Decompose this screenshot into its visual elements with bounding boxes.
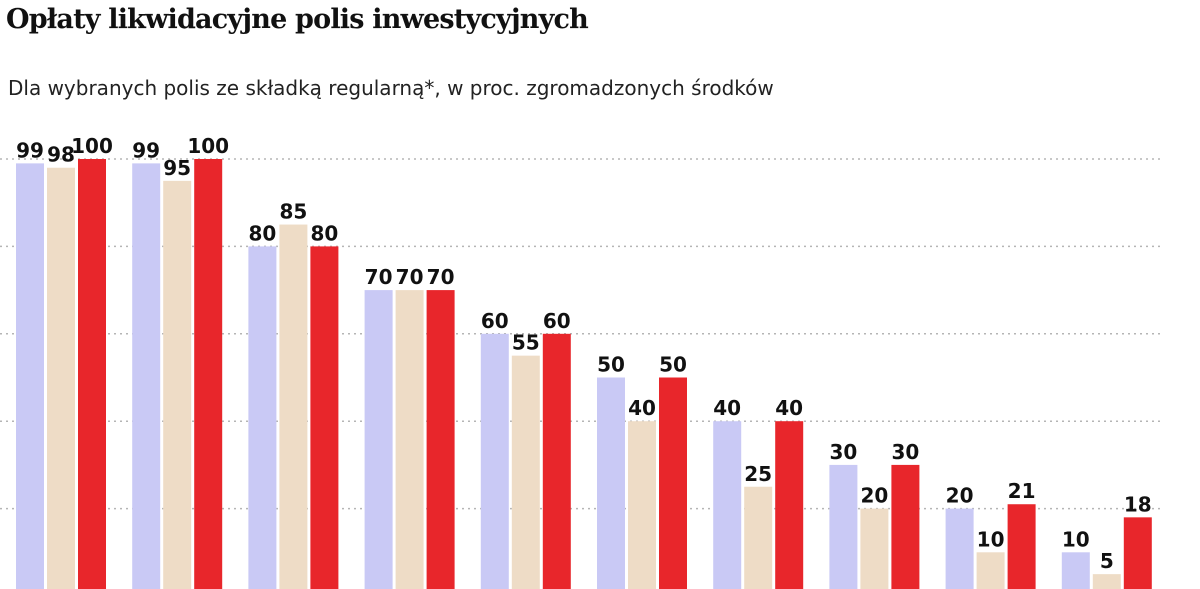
value-label: 5 bbox=[1100, 549, 1114, 573]
value-label: 99 bbox=[132, 138, 160, 162]
bar-series-1 bbox=[713, 421, 742, 589]
value-label: 80 bbox=[248, 221, 276, 245]
value-label: 40 bbox=[713, 396, 741, 420]
value-label: 25 bbox=[744, 462, 772, 486]
value-label: 30 bbox=[891, 440, 919, 464]
bar-series-3 bbox=[78, 159, 106, 589]
bar-series-3 bbox=[310, 246, 339, 589]
bar-series-3 bbox=[659, 377, 687, 589]
bar-series-1 bbox=[597, 377, 625, 589]
chart-subtitle: Dla wybranych polis ze składką regularną… bbox=[8, 76, 774, 100]
bar-series-1 bbox=[480, 333, 509, 589]
bar-series-2 bbox=[511, 355, 540, 589]
bar-series-3 bbox=[194, 159, 223, 589]
value-label: 50 bbox=[659, 353, 687, 377]
value-label: 20 bbox=[860, 484, 888, 508]
value-label: 21 bbox=[1008, 479, 1036, 503]
value-label: 18 bbox=[1124, 492, 1152, 516]
bar-series-2 bbox=[744, 486, 773, 589]
bar-series-2 bbox=[860, 508, 889, 589]
value-label: 100 bbox=[71, 134, 113, 158]
bar-series-2 bbox=[279, 224, 308, 589]
bar-series-2 bbox=[395, 290, 424, 589]
bar-series-1 bbox=[945, 508, 974, 589]
value-label: 99 bbox=[16, 138, 44, 162]
value-label: 40 bbox=[628, 396, 656, 420]
value-label: 100 bbox=[187, 134, 229, 158]
bar-series-1 bbox=[1061, 552, 1090, 589]
value-label: 95 bbox=[163, 156, 191, 180]
value-label: 40 bbox=[775, 396, 803, 420]
bars bbox=[16, 159, 1152, 589]
bar-series-1 bbox=[364, 290, 393, 589]
bar-series-2 bbox=[1092, 574, 1121, 589]
bar-series-1 bbox=[248, 246, 277, 589]
bar-series-2 bbox=[47, 167, 75, 589]
value-label: 50 bbox=[597, 353, 625, 377]
value-label: 10 bbox=[1062, 527, 1090, 551]
bar-series-1 bbox=[16, 163, 44, 589]
bar-series-3 bbox=[1123, 517, 1152, 589]
value-label: 80 bbox=[310, 221, 338, 245]
value-label: 55 bbox=[512, 331, 540, 355]
bar-series-3 bbox=[891, 464, 920, 589]
bar-series-2 bbox=[976, 552, 1005, 589]
value-label: 70 bbox=[427, 265, 455, 289]
value-label: 98 bbox=[47, 143, 75, 167]
value-label: 10 bbox=[977, 527, 1005, 551]
bar-series-3 bbox=[775, 421, 804, 589]
bar-series-1 bbox=[132, 163, 161, 589]
value-label: 70 bbox=[365, 265, 393, 289]
bar-series-2 bbox=[628, 421, 656, 589]
value-label: 60 bbox=[543, 309, 571, 333]
bar-series-3 bbox=[542, 333, 571, 589]
value-label: 60 bbox=[481, 309, 509, 333]
value-label: 30 bbox=[829, 440, 857, 464]
bar-series-2 bbox=[163, 180, 192, 589]
bar-series-3 bbox=[1007, 504, 1036, 589]
value-label: 70 bbox=[396, 265, 424, 289]
value-label: 85 bbox=[279, 200, 307, 224]
value-label: 20 bbox=[946, 484, 974, 508]
bar-series-1 bbox=[829, 464, 858, 589]
bar-series-3 bbox=[426, 290, 455, 589]
chart-title: Opłaty likwidacyjne polis inwestycyjnych bbox=[6, 4, 589, 35]
